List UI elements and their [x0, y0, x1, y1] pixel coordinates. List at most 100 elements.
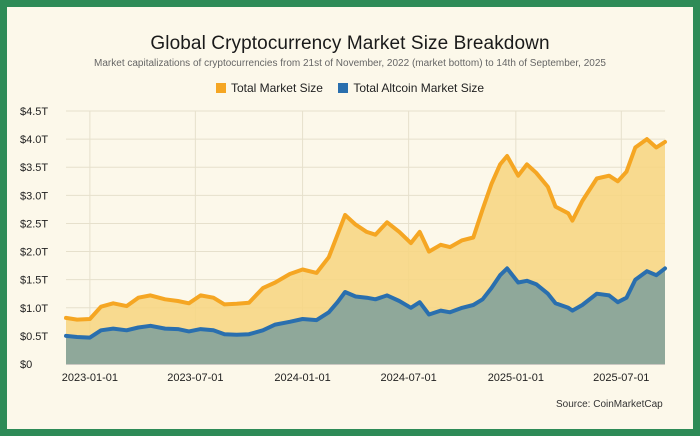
- altcoin-market-point: [343, 290, 347, 294]
- x-tick-label: 2023-01-01: [62, 372, 118, 384]
- total-market-point: [75, 318, 79, 321]
- altcoin-market-point: [655, 274, 658, 277]
- altcoin-market-point: [212, 329, 215, 332]
- total-market-point: [448, 245, 452, 249]
- altcoin-market-point: [461, 306, 464, 309]
- altcoin-market-point: [385, 294, 389, 297]
- altcoin-market-point: [546, 292, 550, 295]
- total-market-point: [288, 272, 291, 276]
- total-market-point: [235, 302, 238, 305]
- areas: [66, 139, 665, 364]
- legend-item-altcoin[interactable]: Total Altcoin Market Size: [338, 81, 484, 95]
- total-market-point: [385, 221, 389, 224]
- chart-subtitle: Market capitalizations of cryptocurrenci…: [94, 58, 606, 69]
- total-market-point: [472, 236, 475, 239]
- altcoin-market-point: [607, 294, 611, 297]
- total-market-point: [223, 303, 226, 306]
- altcoin-market-point: [595, 292, 598, 295]
- altcoin-market-point: [137, 326, 140, 329]
- total-market-point: [64, 316, 68, 320]
- altcoin-market-point: [125, 329, 128, 332]
- total-market-point: [112, 302, 115, 305]
- total-market-point: [212, 296, 215, 299]
- series-lines: [64, 137, 667, 340]
- altcoin-market-point: [616, 301, 619, 304]
- altcoin-market-point: [99, 329, 103, 332]
- legend-swatch-total: [215, 83, 226, 93]
- total-market-point: [99, 305, 103, 308]
- total-market-point: [490, 182, 493, 186]
- altcoin-market-area: [66, 268, 665, 364]
- altcoin-market-point: [439, 309, 442, 312]
- total-market-point: [481, 208, 484, 211]
- altcoin-market-point: [327, 311, 330, 314]
- total-market-point: [301, 268, 304, 271]
- y-tick-label: $3.0T: [20, 190, 48, 202]
- altcoin-market-point: [505, 267, 509, 270]
- altcoin-market-point: [288, 320, 291, 323]
- altcoin-market-point: [472, 303, 475, 307]
- total-market-point: [327, 256, 330, 259]
- altcoin-market-point: [163, 327, 167, 330]
- altcoin-market-point: [581, 303, 584, 307]
- altcoin-market-point: [554, 302, 557, 305]
- altcoin-market-point: [634, 278, 637, 281]
- altcoin-market-point: [490, 286, 493, 290]
- total-market-point: [517, 174, 520, 177]
- total-market-point: [88, 317, 92, 321]
- total-market-point: [498, 163, 502, 166]
- total-market-point: [149, 294, 152, 297]
- y-tick-label: $3.5T: [20, 162, 48, 174]
- y-tick-label: $1.5T: [20, 275, 48, 287]
- total-market-point: [125, 304, 128, 308]
- total-market-point: [343, 213, 347, 217]
- total-market-point: [581, 199, 584, 203]
- y-tick-label: $0: [20, 359, 32, 371]
- total-market-point: [616, 180, 619, 183]
- altcoin-market-point: [448, 311, 452, 314]
- total-market-point: [176, 299, 180, 303]
- total-market-point: [595, 177, 598, 180]
- x-tick-label: 2025-01-01: [488, 372, 544, 384]
- x-tick-label: 2024-07-01: [380, 372, 436, 384]
- total-market-point: [261, 286, 265, 290]
- total-market-point: [398, 230, 401, 234]
- y-tick-label: $2.0T: [20, 247, 48, 259]
- total-market-point: [247, 301, 251, 304]
- altcoin-market-point: [571, 309, 574, 312]
- total-market-point: [427, 250, 431, 253]
- source-note: Source: CoinMarketCap: [556, 399, 663, 410]
- total-market-point: [634, 146, 637, 149]
- altcoin-market-point: [418, 301, 421, 304]
- altcoin-market-point: [261, 329, 265, 332]
- total-market-point: [418, 230, 421, 234]
- total-market-line: [64, 137, 667, 322]
- altcoin-market-point: [354, 295, 357, 298]
- altcoin-market-point: [75, 335, 79, 339]
- total-market-point: [525, 163, 529, 166]
- altcoin-market-point: [567, 306, 570, 309]
- x-axis: 2023-01-01 2023-07-01 2024-01-01 2024-07-01…: [62, 372, 650, 384]
- altcoin-market-point: [498, 274, 502, 277]
- total-market-point: [439, 243, 442, 246]
- altcoin-market-point: [398, 299, 401, 303]
- total-market-point: [199, 294, 202, 297]
- x-tick-label: 2023-07-01: [167, 372, 223, 384]
- altcoin-market-point: [187, 330, 191, 333]
- y-tick-label: $4.5T: [20, 106, 48, 118]
- total-market-point: [137, 296, 140, 299]
- legend-label-total: Total Market Size: [230, 81, 323, 95]
- legend-label-altcoin: Total Altcoin Market Size: [353, 81, 485, 95]
- altcoin-market-point: [517, 281, 520, 284]
- altcoin-market-point: [525, 279, 529, 282]
- total-market-point: [374, 233, 377, 236]
- altcoin-market-point: [374, 298, 377, 301]
- legend-item-total[interactable]: Total Market Size: [215, 81, 323, 95]
- altcoin-market-point: [336, 301, 339, 304]
- altcoin-market-point: [176, 327, 180, 331]
- altcoin-market-point: [535, 283, 538, 286]
- y-tick-label: $0.5T: [20, 331, 48, 343]
- total-market-point: [663, 140, 667, 144]
- altcoin-market-point: [223, 333, 226, 336]
